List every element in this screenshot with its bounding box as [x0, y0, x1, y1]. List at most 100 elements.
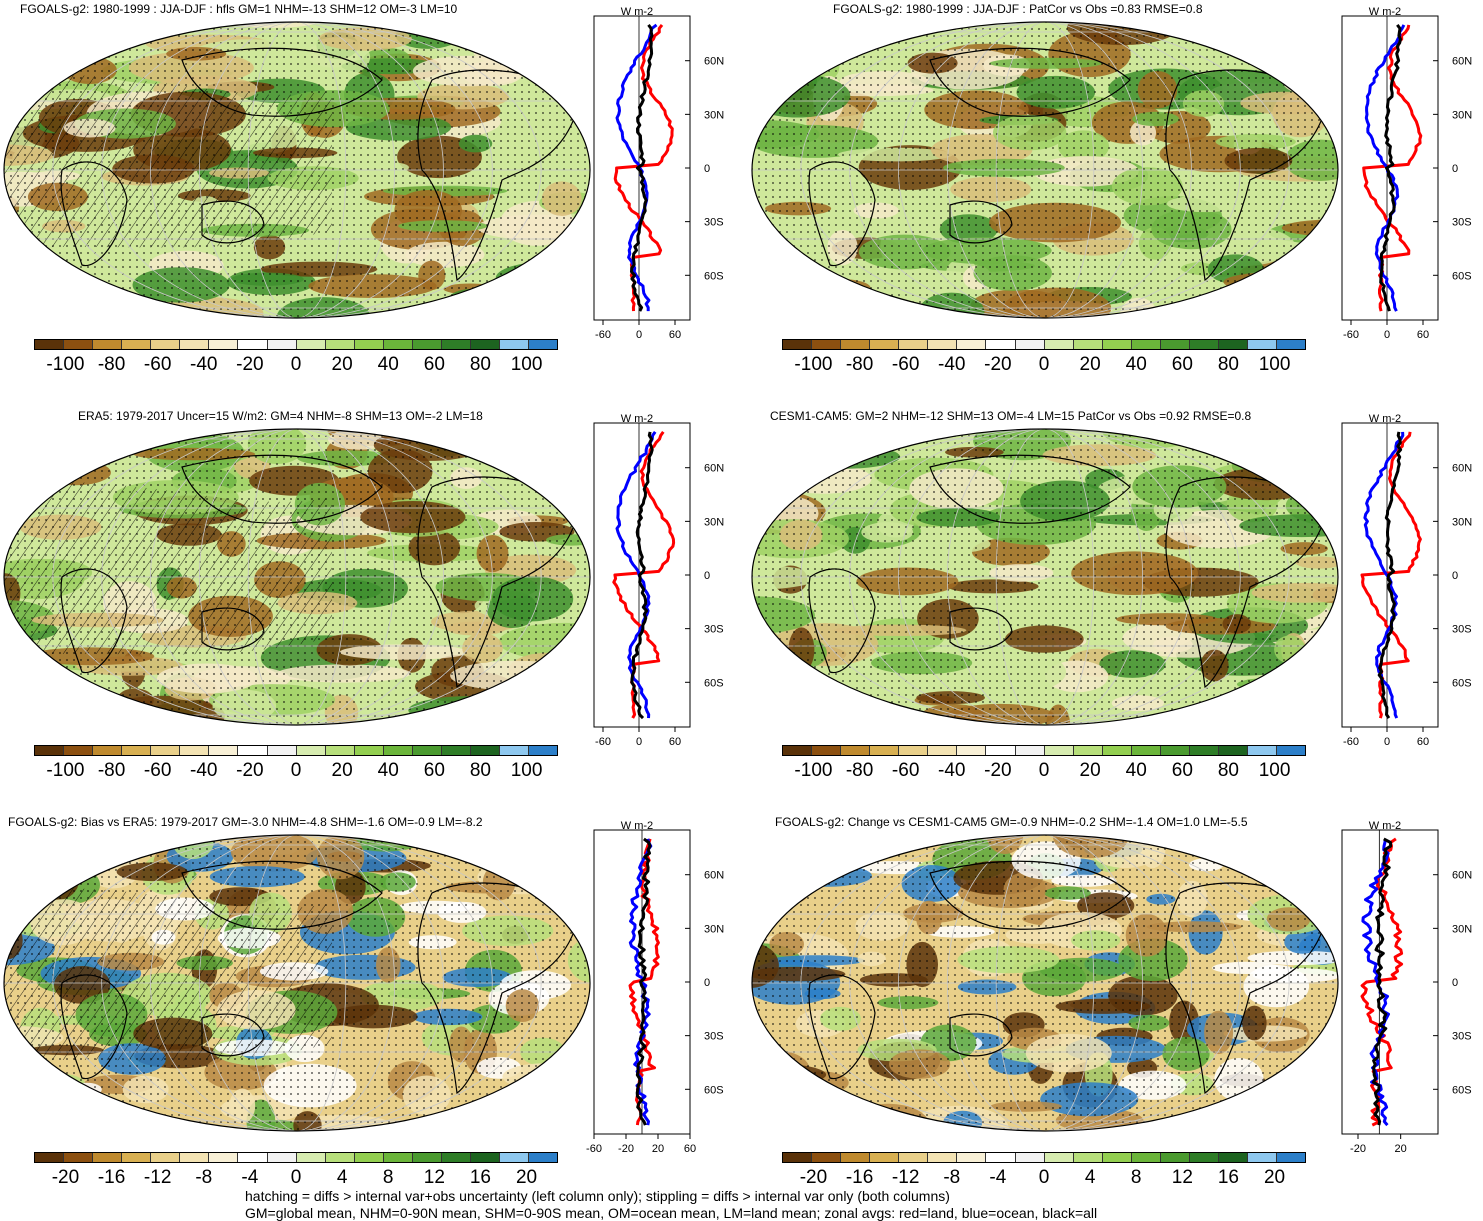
colorbar-label: 4	[336, 1167, 348, 1188]
colorbar-cell	[267, 1153, 297, 1162]
colorbar-cell	[180, 340, 210, 349]
x-tick-label: -60	[1343, 736, 1359, 748]
colorbar-cell	[870, 1153, 900, 1162]
lat-tick-label: 30N	[704, 109, 724, 121]
colorbar-label: -60	[891, 354, 920, 375]
map-panel-2	[750, 20, 1340, 320]
panel-title-6: FGOALS-g2: Change vs CESM1-CAM5 GM=-0.9 …	[775, 815, 1248, 829]
colorbar-cell	[1015, 746, 1045, 755]
colorbar-cell	[64, 1153, 94, 1162]
colorbar-label: -80	[845, 760, 874, 781]
colorbar-cell	[529, 746, 558, 755]
colorbar-4: -100 -80 -60 -40 -20 0 20 40 60 80 100	[782, 745, 1306, 781]
colorbar-cell	[35, 746, 65, 755]
colorbar-label: 60	[423, 760, 445, 781]
colorbar-label: 0	[1038, 760, 1050, 781]
x-tick-label: -60	[586, 1143, 602, 1155]
colorbar-label: -8	[195, 1167, 213, 1188]
colorbar-cell	[1102, 746, 1132, 755]
colorbar-label: 100	[1258, 760, 1291, 781]
colorbar-label: -12	[891, 1167, 920, 1188]
colorbar-cell	[296, 340, 326, 349]
colorbar-label: 20	[515, 1167, 538, 1188]
lat-tick-label: 0	[704, 570, 710, 582]
lat-tick-label: 30N	[1452, 109, 1472, 121]
zonal-line-land	[628, 838, 660, 1126]
x-tick-label: 0	[636, 329, 642, 341]
colorbar-cell	[986, 340, 1016, 349]
colorbar-cell	[928, 746, 958, 755]
colorbar-cell	[93, 340, 123, 349]
colorbar-label: 0	[290, 354, 302, 375]
lat-tick-label: 30N	[704, 923, 724, 935]
colorbar-cell	[1160, 340, 1190, 349]
colorbar-label: 20	[1263, 1167, 1286, 1188]
colorbar-label: 20	[1079, 354, 1101, 375]
colorbar-cell	[470, 746, 500, 755]
zonal-plot-6: W m-2 60N 30N 0 30S 60S -20 20	[1340, 820, 1472, 1155]
colorbar-cell	[122, 340, 152, 349]
colorbar-label: -80	[845, 354, 874, 375]
x-tick-label: -60	[595, 736, 611, 748]
colorbar-label: -100	[794, 354, 833, 375]
lat-tick-label: 60S	[704, 1084, 724, 1096]
colorbar-cell	[325, 1153, 355, 1162]
footer-legend-line-1: hatching = diffs > internal var+obs unce…	[245, 1188, 950, 1204]
colorbar-label: -4	[241, 1167, 259, 1188]
colorbar-cell	[1131, 746, 1161, 755]
colorbar-cell	[441, 1153, 471, 1162]
x-tick-label: 60	[684, 1143, 696, 1155]
zonal-plot-5: W m-2 60N 30N 0 30S 60S -60 -20 20 60	[586, 820, 724, 1155]
lat-tick-label: 30S	[704, 624, 724, 636]
colorbar-cell	[1189, 1153, 1219, 1162]
colorbar-cells	[782, 745, 1306, 756]
colorbar-cell	[441, 746, 471, 755]
colorbar-cell	[783, 1153, 813, 1162]
colorbar-cell	[1277, 1153, 1306, 1162]
colorbar-label: -20	[51, 1167, 80, 1188]
colorbar-cell	[296, 746, 326, 755]
map-panel-6	[750, 833, 1340, 1133]
colorbar-cell	[383, 746, 413, 755]
colorbar-cell	[296, 1153, 326, 1162]
colorbar-label: 80	[469, 354, 492, 375]
colorbar-cell	[1073, 746, 1103, 755]
zonal-units-label: W m-2	[621, 820, 653, 832]
zonal-plot-3: W m-2 60N 30N 0 30S 60S -60 0 60	[592, 413, 724, 748]
colorbar-label: 16	[469, 1167, 492, 1188]
zonal-line-all	[630, 24, 654, 312]
colorbar-label: -20	[236, 760, 264, 781]
zonal-line-land	[612, 431, 676, 719]
colorbar-cell	[93, 746, 123, 755]
colorbar-cell	[180, 1153, 210, 1162]
colorbar-label: 100	[510, 760, 543, 781]
lat-tick-label: 60S	[1452, 1084, 1472, 1096]
colorbar-cells	[34, 1152, 558, 1163]
x-tick-label: -20	[1350, 1143, 1366, 1155]
colorbar-cell	[928, 1153, 958, 1162]
colorbar-cell	[928, 340, 958, 349]
lat-tick-label: 30N	[1452, 516, 1472, 528]
colorbar-label: 60	[423, 354, 445, 375]
x-tick-label: 0	[1384, 736, 1390, 748]
colorbar-cell	[957, 340, 987, 349]
lat-tick-label: 60N	[704, 463, 724, 475]
colorbar-label: -100	[46, 354, 85, 375]
colorbar-label: -16	[845, 1167, 874, 1188]
colorbar-label: 16	[1217, 1167, 1240, 1188]
colorbar-label: -16	[97, 1167, 126, 1188]
colorbar-label: 100	[1258, 354, 1291, 375]
colorbar-cell	[122, 1153, 152, 1162]
colorbar-cell	[1073, 340, 1103, 349]
map-panel-4	[750, 427, 1340, 727]
colorbar-cell	[354, 1153, 384, 1162]
zonal-line-ocean	[1363, 431, 1405, 719]
colorbar-cell	[93, 1153, 123, 1162]
colorbar-cell	[1102, 340, 1132, 349]
colorbar-label: 20	[331, 760, 353, 781]
colorbar-cell	[383, 1153, 413, 1162]
zonal-units-label: W m-2	[621, 6, 653, 18]
lat-tick-label: 30N	[1452, 923, 1472, 935]
colorbar-cell	[35, 340, 65, 349]
colorbar-label: -8	[943, 1167, 961, 1188]
